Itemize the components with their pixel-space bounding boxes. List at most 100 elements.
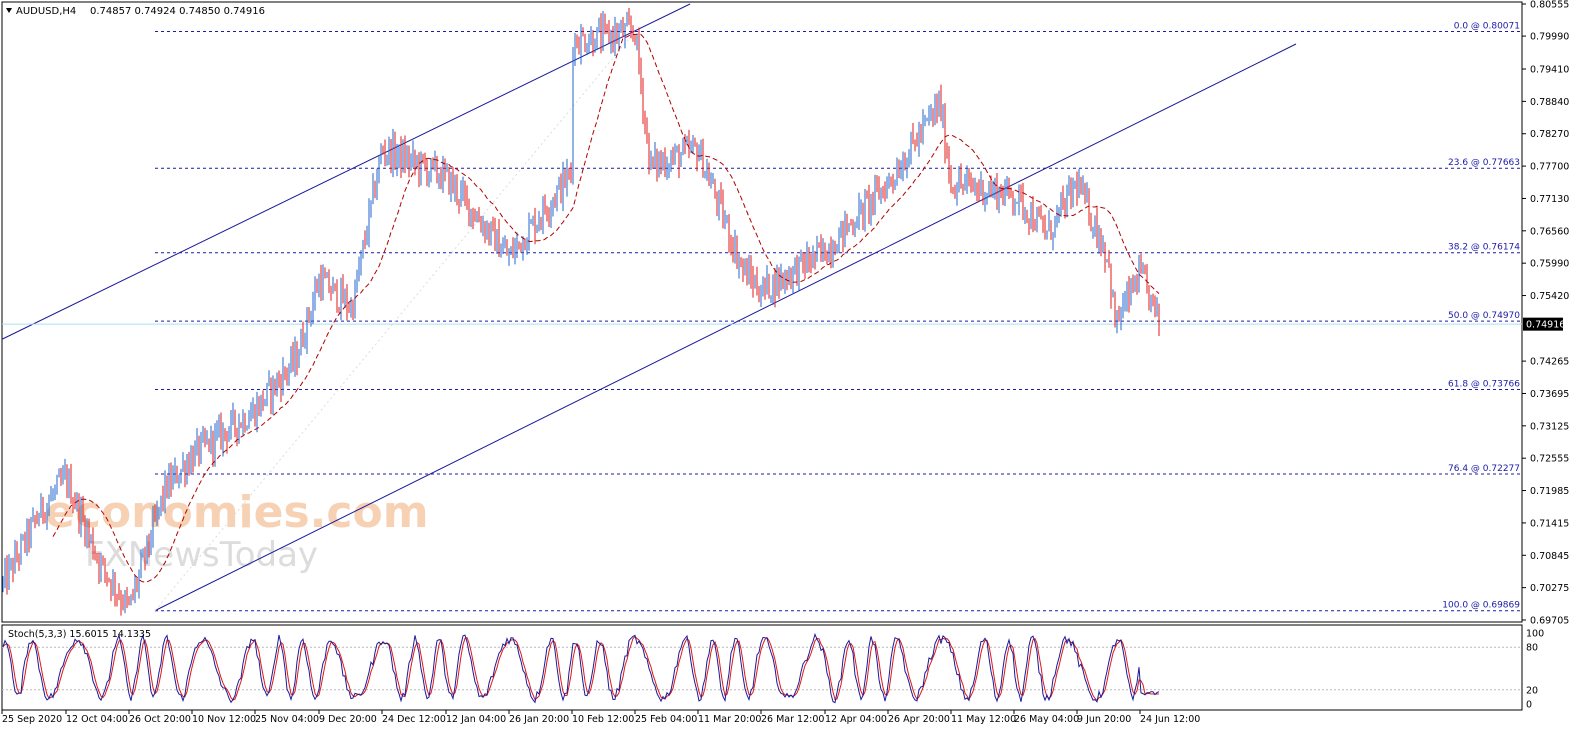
candle-body <box>986 194 988 196</box>
candle-body <box>126 593 128 600</box>
candle-body <box>1064 201 1066 215</box>
candle-body <box>416 160 418 164</box>
candle-body <box>622 25 624 37</box>
candle-body <box>960 175 962 185</box>
candle-body <box>788 274 790 284</box>
time-tick-label: 24 Dec 12:00 <box>382 714 446 725</box>
candle-body <box>542 201 544 223</box>
candle-body <box>1016 202 1018 204</box>
candle-body <box>872 195 874 203</box>
time-tick-label: 26 May 04:00 <box>1014 714 1079 725</box>
dropdown-triangle-icon[interactable] <box>6 8 12 13</box>
candle-body <box>782 273 784 283</box>
candles-group <box>2 8 1160 616</box>
candle-body <box>762 280 764 297</box>
candle-body <box>352 303 354 317</box>
candle-body <box>1076 181 1078 194</box>
candle-body <box>554 200 556 204</box>
candle-body <box>898 169 900 178</box>
price-tick-label: 0.76560 <box>1530 226 1569 237</box>
candle-body <box>1142 269 1144 271</box>
price-tick-label: 0.79990 <box>1530 32 1569 43</box>
candle-body <box>618 30 620 40</box>
candle-body <box>400 144 402 169</box>
candle-body <box>1032 207 1034 228</box>
candle-body <box>86 526 88 540</box>
candle-body <box>476 215 478 221</box>
candle-body <box>338 308 340 310</box>
candle-body <box>472 209 474 220</box>
watermark-line1: economies.com <box>45 487 429 538</box>
candle-body <box>398 144 400 157</box>
candle-body <box>420 154 422 176</box>
candle-body <box>408 154 410 166</box>
candle-body <box>100 559 102 572</box>
candle-body <box>732 244 734 257</box>
candle-body <box>156 508 158 519</box>
candle-body <box>1118 310 1120 320</box>
candle-body <box>786 273 788 284</box>
price-tick-label: 0.71985 <box>1530 486 1569 497</box>
candle-body <box>874 183 876 203</box>
candle-body <box>694 140 696 146</box>
candle-body <box>854 227 856 230</box>
candle-body <box>270 380 272 403</box>
candle-body <box>494 224 496 251</box>
candle-body <box>838 231 840 253</box>
candle-body <box>328 274 330 292</box>
candle-body <box>164 476 166 503</box>
candle-body <box>532 217 534 223</box>
candle-body <box>808 253 810 264</box>
candle-body <box>466 194 468 199</box>
fib-levels-group: 0.0 @ 0.80071 23.6 @ 0.77663 38.2 @ 0.7617… <box>155 21 1522 612</box>
candle-body <box>80 506 82 525</box>
candle-body <box>78 497 80 525</box>
time-tick-label: 25 Sep 2020 <box>2 714 62 725</box>
candle-body <box>774 275 776 296</box>
candle-body <box>548 215 550 217</box>
candle-body <box>318 276 320 292</box>
candle-body <box>112 577 114 592</box>
candle-body <box>452 175 454 191</box>
candle-body <box>62 473 64 481</box>
candle-body <box>670 157 672 168</box>
candle-body <box>454 182 456 191</box>
price-tick-label: 0.75990 <box>1530 259 1569 270</box>
candle-body <box>368 206 370 237</box>
candle-body <box>676 148 678 150</box>
price-tick-label: 0.80555 <box>1530 0 1569 11</box>
candle-body <box>566 170 568 187</box>
candle-body <box>974 185 976 189</box>
candle-body <box>870 195 872 214</box>
candle-body <box>124 593 126 607</box>
time-tick-label: 26 Apr 20:00 <box>888 714 950 725</box>
time-tick-label: 9 Jun 20:00 <box>1077 714 1131 725</box>
candle-body <box>18 557 20 560</box>
moving-average-group <box>52 33 1160 583</box>
candle-body <box>346 294 348 310</box>
candle-body <box>588 42 590 50</box>
candle-body <box>88 526 90 537</box>
candle-body <box>984 195 986 203</box>
candle-body <box>664 158 666 173</box>
candle-body <box>4 566 6 580</box>
candle-body <box>922 120 924 136</box>
candle-body <box>742 263 744 271</box>
candle-body <box>384 151 386 158</box>
candle-body <box>92 535 94 555</box>
candle-body <box>174 467 176 475</box>
candle-body <box>1110 263 1112 298</box>
candle-body <box>604 22 606 25</box>
candle-body <box>1028 220 1030 225</box>
candle-body <box>1134 284 1136 289</box>
candle-body <box>818 244 820 246</box>
candle-body <box>12 560 14 573</box>
candle-body <box>150 541 152 547</box>
candle-body <box>740 261 742 264</box>
candle-body <box>1078 180 1080 194</box>
candle-body <box>460 190 462 202</box>
price-tick-label: 0.79410 <box>1530 65 1569 76</box>
channel-lower-line[interactable] <box>154 43 1297 612</box>
candle-body <box>982 180 984 203</box>
